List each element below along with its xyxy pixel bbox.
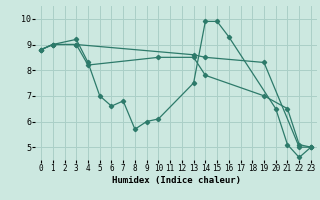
X-axis label: Humidex (Indice chaleur): Humidex (Indice chaleur) <box>111 176 241 185</box>
